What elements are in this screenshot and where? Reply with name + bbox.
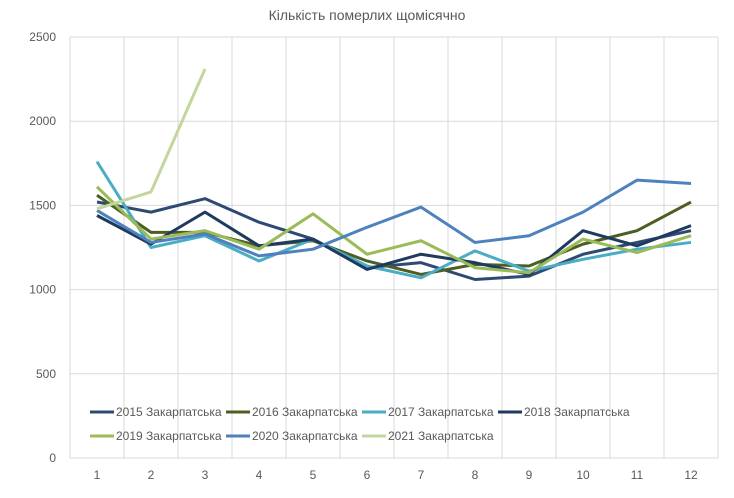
x-tick-label: 1 — [94, 468, 101, 482]
legend-label: 2021 Закарпатська — [388, 429, 494, 443]
y-tick-label: 1500 — [29, 198, 56, 212]
y-tick-label: 500 — [36, 367, 56, 381]
series-line — [96, 210, 692, 276]
x-tick-label: 11 — [631, 468, 644, 482]
legend-label: 2020 Закарпатська — [252, 429, 358, 443]
series-line — [96, 178, 692, 258]
series-line — [96, 68, 207, 211]
y-tick-label: 1000 — [29, 283, 56, 297]
x-tick-label: 6 — [364, 468, 371, 482]
x-tick-label: 2 — [148, 468, 155, 482]
y-tick-label: 0 — [49, 451, 56, 465]
x-tick-label: 4 — [256, 468, 263, 482]
legend-label: 2015 Закарпатська — [116, 405, 222, 419]
legend-label: 2018 Закарпатська — [524, 405, 630, 419]
chart-title: Кількість померлих щомісячно — [269, 7, 466, 23]
x-tick-label: 12 — [684, 468, 698, 482]
x-tick-label: 8 — [472, 468, 479, 482]
x-tick-label: 9 — [526, 468, 533, 482]
legend-label: 2017 Закарпатська — [388, 405, 494, 419]
series-line — [96, 197, 692, 281]
series-line — [95, 160, 692, 280]
x-tick-label: 10 — [576, 468, 590, 482]
x-tick-label: 5 — [310, 468, 317, 482]
y-tick-label: 2500 — [29, 30, 56, 44]
y-tick-label: 2000 — [29, 114, 56, 128]
legend-label: 2016 Закарпатська — [252, 405, 358, 419]
series-line — [95, 185, 692, 275]
x-tick-label: 7 — [418, 468, 425, 482]
x-tick-label: 3 — [202, 468, 209, 482]
legend-label: 2019 Закарпатська — [116, 429, 222, 443]
